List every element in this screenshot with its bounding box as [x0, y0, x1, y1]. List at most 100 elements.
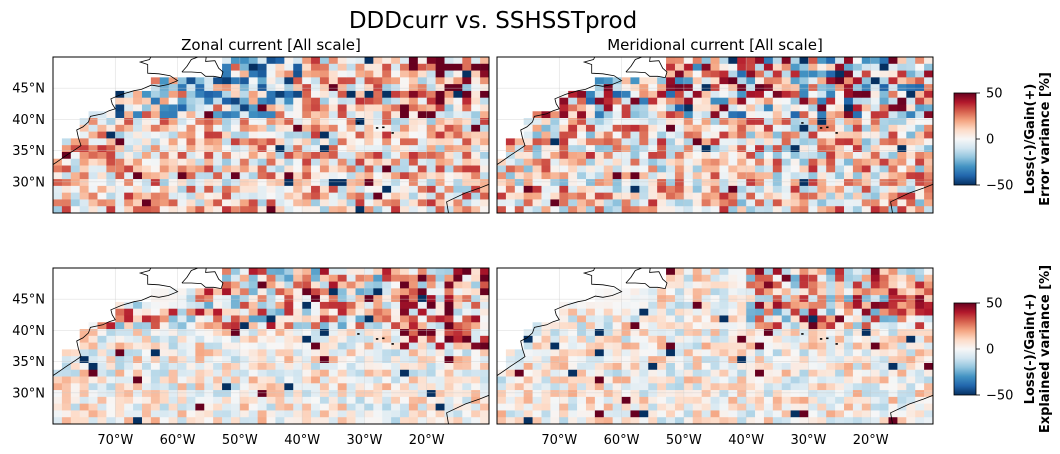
heatmap-cell — [319, 362, 330, 371]
heatmap-cell — [275, 70, 285, 78]
heatmap-cell — [106, 342, 116, 350]
heatmap-cell — [355, 158, 365, 166]
heatmap-cell — [453, 301, 463, 309]
heatmap-cell — [692, 417, 702, 424]
heatmap-cell — [53, 376, 63, 384]
heatmap-cell — [106, 206, 116, 213]
heatmap-cell — [897, 396, 907, 404]
heatmap-cell — [870, 356, 880, 364]
heatmap-cell — [115, 111, 125, 119]
heatmap-cell — [870, 158, 880, 166]
heatmap-cell — [701, 376, 711, 384]
heatmap-cell — [737, 185, 747, 193]
heatmap-cell — [186, 396, 196, 404]
heatmap-cell — [906, 281, 916, 289]
heatmap-cell — [577, 335, 587, 343]
heatmap-cell — [683, 63, 694, 71]
heatmap-cell — [426, 192, 436, 200]
heatmap-cell — [746, 70, 756, 78]
heatmap-cell — [657, 342, 667, 350]
heatmap-cell — [213, 84, 223, 92]
heatmap-cell — [719, 362, 729, 371]
heatmap-cell — [293, 281, 303, 289]
heatmap-cell — [844, 329, 854, 337]
heatmap-cell — [79, 185, 89, 193]
heatmap-cell — [257, 268, 267, 276]
heatmap-cell — [453, 111, 463, 119]
heatmap-cell — [213, 295, 223, 303]
heatmap-cell — [817, 104, 827, 112]
heatmap-cell — [897, 158, 907, 166]
heatmap-cell — [861, 84, 872, 92]
y-tick-label: 30°N — [12, 175, 45, 190]
heatmap-cell — [373, 356, 383, 364]
heatmap-cell — [701, 206, 711, 213]
heatmap-cell — [737, 63, 747, 71]
heatmap-cell — [222, 57, 232, 65]
heatmap-cell — [426, 362, 436, 371]
heatmap-cell — [444, 268, 454, 276]
heatmap-cell — [284, 390, 294, 398]
heatmap-cell — [692, 376, 702, 384]
heatmap-cell — [603, 111, 613, 119]
heatmap-cell — [61, 179, 72, 187]
heatmap-cell — [648, 199, 658, 207]
heatmap-cell — [177, 158, 187, 166]
heatmap-cell — [817, 138, 827, 146]
heatmap-cell — [444, 179, 454, 187]
heatmap-cell — [550, 131, 560, 139]
heatmap-cell — [257, 104, 267, 112]
heatmap-cell — [337, 308, 347, 316]
heatmap-cell — [746, 369, 756, 377]
heatmap-cell — [53, 172, 63, 180]
heatmap-cell — [106, 376, 116, 384]
heatmap-cell — [355, 268, 365, 276]
heatmap-cell — [186, 356, 196, 364]
heatmap-cell — [195, 131, 205, 139]
heatmap-cell — [559, 403, 569, 411]
heatmap-cell — [621, 111, 631, 119]
heatmap-cell — [159, 329, 169, 337]
heatmap-cell — [88, 396, 98, 404]
heatmap-cell — [284, 335, 294, 343]
heatmap-cell — [799, 84, 809, 92]
heatmap-cell — [293, 403, 303, 411]
heatmap-cell — [906, 97, 916, 105]
heatmap-cell — [924, 376, 933, 384]
heatmap-cell — [879, 335, 889, 343]
heatmap-cell — [257, 403, 267, 411]
heatmap-cell — [861, 158, 872, 166]
heatmap-cell — [462, 138, 472, 146]
heatmap-cell — [915, 281, 925, 289]
heatmap-cell — [435, 77, 445, 85]
heatmap-cell — [124, 138, 134, 146]
heatmap-cell — [888, 376, 898, 384]
heatmap-cell — [150, 90, 161, 98]
heatmap-cell — [844, 268, 854, 276]
heatmap-cell — [284, 77, 294, 85]
heatmap-cell — [186, 77, 196, 85]
heatmap-cell — [763, 179, 774, 187]
heatmap-cell — [621, 403, 631, 411]
heatmap-cell — [141, 151, 152, 160]
heatmap-cell — [594, 84, 605, 92]
heatmap-cell — [302, 192, 312, 200]
heatmap-cell — [666, 396, 676, 404]
heatmap-cell — [674, 356, 685, 364]
heatmap-cell — [275, 179, 285, 187]
heatmap-cell — [168, 104, 178, 112]
heatmap-cell — [612, 362, 622, 371]
heatmap-cell — [248, 97, 258, 105]
heatmap-cell — [906, 138, 916, 146]
heatmap-cell — [683, 97, 694, 105]
heatmap-cell — [861, 356, 872, 364]
heatmap-cell — [168, 90, 178, 98]
heatmap-cell — [337, 356, 347, 364]
heatmap-cell — [133, 172, 143, 180]
heatmap-cell — [879, 362, 889, 371]
heatmap-cell — [400, 124, 410, 132]
heatmap-cell — [657, 124, 667, 132]
heatmap-cell — [230, 315, 241, 323]
heatmap-cell — [852, 329, 863, 337]
heatmap-cell — [844, 63, 854, 71]
